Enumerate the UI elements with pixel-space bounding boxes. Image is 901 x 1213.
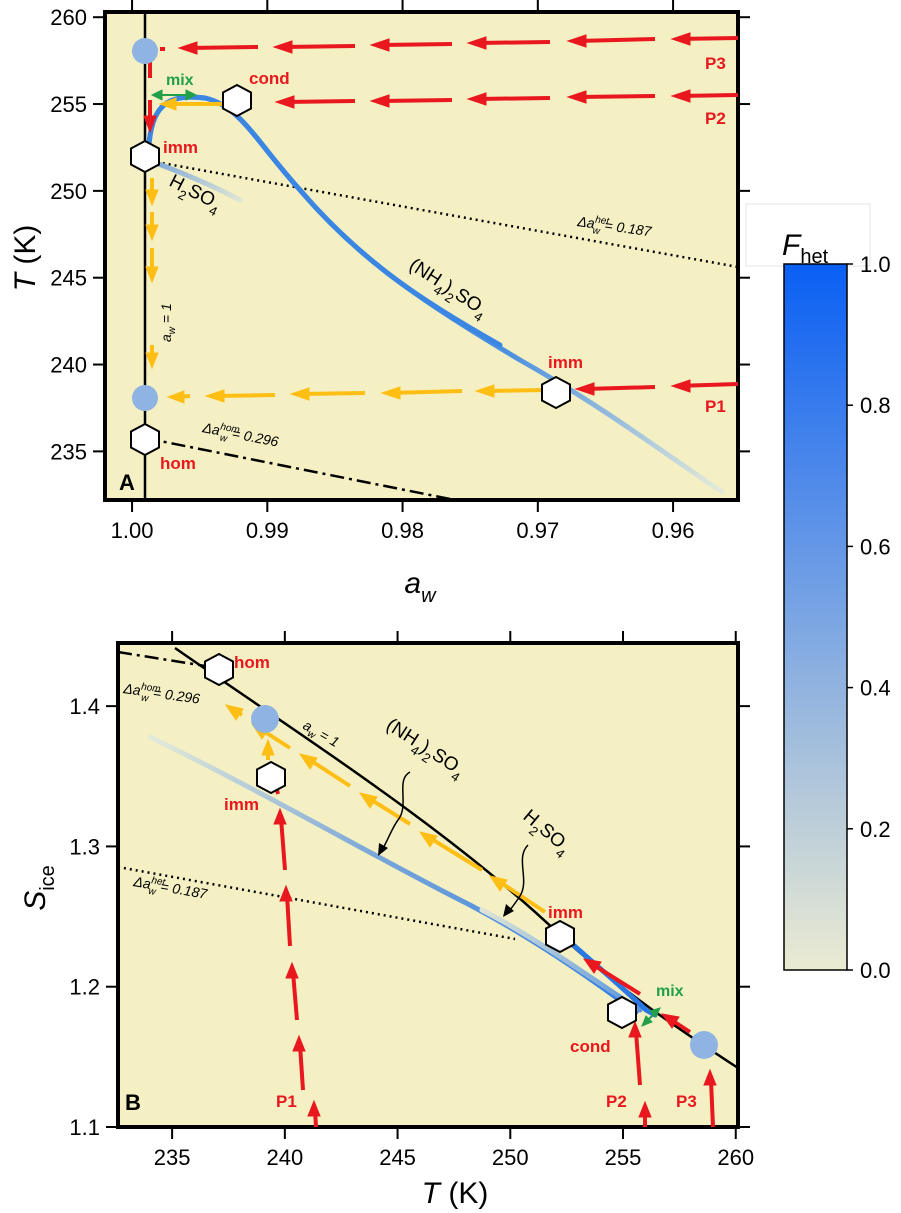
- label-p3-a: P3: [705, 54, 726, 73]
- red-drop-arrow-a: [143, 62, 157, 134]
- pointer-h2so4-b-head: [503, 904, 514, 917]
- x-tick-label: 0.98: [381, 518, 424, 543]
- pointer-h2so4-b: [507, 844, 529, 913]
- x-tick-label: 235: [154, 1145, 191, 1170]
- y-tick-label: 245: [50, 266, 87, 291]
- label-delta-het-a: Δahetw = 0.187: [575, 212, 654, 244]
- colorbar-ticks: 1.0 0.8 0.6 0.4 0.2 0.0: [847, 252, 891, 983]
- label-delta-hom-b: Δahomw = 0.296: [121, 679, 201, 712]
- y-tick-label: 250: [50, 179, 87, 204]
- label-imm-b-left: imm: [224, 795, 259, 814]
- y-tick-label: 1.1: [69, 1115, 100, 1140]
- panel-a-ticks: 1.00 0.99 0.98 0.97 0.96 235 240 245 250 255 260: [50, 0, 750, 543]
- colorbar-ramp: [783, 263, 848, 971]
- y-tick-label: 1.3: [69, 834, 100, 859]
- path-p3-a: [160, 32, 739, 55]
- colorbar-tick-label: 0.0: [860, 958, 891, 983]
- panel-a: 1.00 0.99 0.98 0.97 0.96 235 240 245 250 255 260: [9, 0, 750, 607]
- red-along-b: [582, 958, 692, 1034]
- x-tick-label: 1.00: [111, 518, 154, 543]
- colorbar-tick-label: 0.4: [860, 676, 891, 701]
- panel-b-ticks: 235 240 245 250 255 260 1.1 1.2 1.3 1.4: [69, 631, 754, 1170]
- p3-endpoint-b: [690, 1031, 718, 1059]
- panel-a-xlabel: aw: [404, 567, 437, 607]
- imm-marker-b-right: [545, 919, 575, 954]
- delta-het-line-a: [144, 158, 739, 269]
- panel-b-letter: B: [125, 1090, 141, 1115]
- path-p2-a: [274, 89, 739, 109]
- label-cond-a: cond: [249, 69, 290, 88]
- cond-marker-b: [607, 995, 637, 1030]
- imm-marker-b-left: [256, 760, 286, 795]
- colorbar-tick-label: 0.2: [860, 817, 891, 842]
- label-mix-b: mix: [656, 983, 684, 1000]
- label-imm-a-right: imm: [548, 353, 583, 372]
- endpoint-b-top: [251, 705, 279, 733]
- p1-endpoint-a: [132, 385, 158, 411]
- colorbar-tick-label: 0.8: [860, 393, 891, 418]
- imm-marker-a-left: [130, 139, 160, 174]
- hom-marker-a: [130, 422, 160, 457]
- y-tick-label: 235: [50, 439, 87, 464]
- label-imm-b-right: imm: [548, 903, 583, 922]
- y-tick-label: 1.4: [69, 694, 100, 719]
- colorbar-label: Fhet: [782, 229, 829, 268]
- delta-het-line-b: [117, 865, 516, 941]
- panel-b: 235 240 245 250 255 260 1.1 1.2 1.3 1.4: [19, 631, 754, 1210]
- cond-marker-a: [222, 83, 252, 118]
- label-hom-a: hom: [160, 454, 196, 473]
- y-tick-label: 260: [50, 5, 87, 30]
- panel-a-ylabel: T (K): [9, 225, 42, 292]
- label-p2-b: P2: [606, 1092, 627, 1111]
- label-p1-b: P1: [276, 1092, 297, 1111]
- panel-a-letter: A: [119, 470, 135, 495]
- y-tick-label: 255: [50, 92, 87, 117]
- imm-marker-a-right: [541, 375, 571, 410]
- path-p2-b: [628, 1020, 652, 1127]
- colorbar-backdrop: [745, 203, 871, 267]
- mix-arrow-b: [641, 1007, 661, 1027]
- path-p3-b: [703, 1068, 717, 1128]
- colorbar: Fhet 1.0 0.8 0.6 0.4 0.2 0.0: [745, 203, 891, 983]
- x-tick-label: 0.97: [516, 518, 559, 543]
- x-tick-label: 0.99: [246, 518, 289, 543]
- label-p3-b: P3: [676, 1092, 697, 1111]
- label-cond-b: cond: [570, 1037, 611, 1056]
- label-p2-a: P2: [705, 109, 726, 128]
- label-hom-b: hom: [234, 653, 270, 672]
- label-p1-a: P1: [705, 397, 726, 416]
- mix-arrow-a: [150, 89, 198, 101]
- panel-b-ylabel: Sice: [19, 865, 59, 911]
- pointer-amsulf-b: [381, 771, 411, 851]
- label-imm-a-left: imm: [163, 138, 198, 157]
- x-tick-label: 260: [717, 1145, 754, 1170]
- orange-path-a: [145, 97, 546, 404]
- delta-hom-line-a: [144, 436, 456, 502]
- label-mix-a: mix: [166, 72, 194, 89]
- p3-endpoint-a: [132, 38, 158, 64]
- x-tick-label: 0.96: [652, 518, 695, 543]
- panel-b-xlabel: T (K): [422, 1177, 489, 1210]
- label-aw1-a: aw = 1: [158, 303, 178, 342]
- colorbar-tick-label: 0.6: [860, 534, 891, 559]
- x-tick-label: 245: [379, 1145, 416, 1170]
- hom-marker-b: [204, 652, 234, 687]
- path-p1-a: [574, 379, 739, 396]
- x-tick-label: 255: [605, 1145, 642, 1170]
- panel-a-plot-area: [103, 10, 740, 502]
- colorbar-tick-label: 1.0: [860, 252, 891, 277]
- pointer-amsulf-b-head: [378, 843, 388, 856]
- x-tick-label: 240: [266, 1145, 303, 1170]
- delta-hom-line-b: [117, 650, 219, 670]
- y-tick-label: 1.2: [69, 975, 100, 1000]
- x-tick-label: 250: [492, 1145, 529, 1170]
- y-tick-label: 240: [50, 353, 87, 378]
